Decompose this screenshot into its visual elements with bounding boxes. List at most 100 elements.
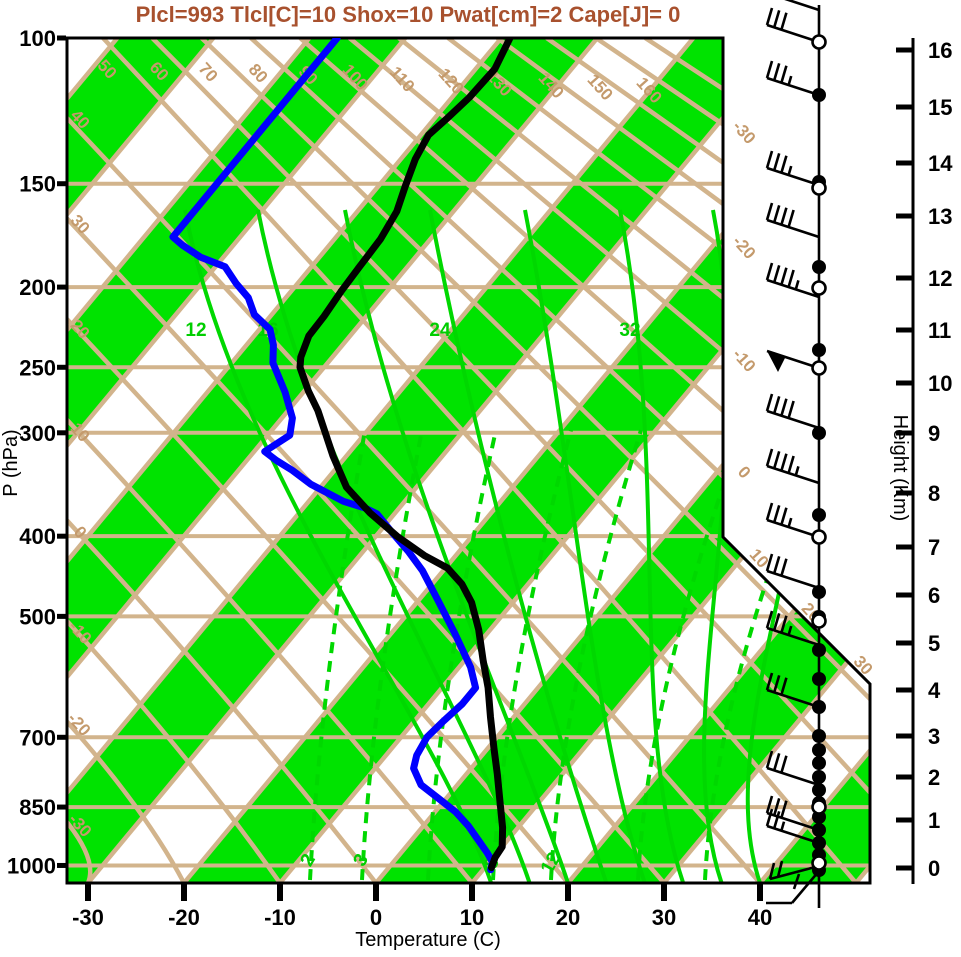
isotherm-line	[566, 38, 870, 883]
level-dot-marker	[812, 729, 826, 743]
level-open-circle-marker	[811, 34, 827, 50]
height-axis-tick-label: 11	[928, 318, 951, 343]
pressure-axis-tick-label: 850	[19, 795, 56, 820]
wind-barb-tick	[787, 400, 795, 419]
green-band	[568, 38, 870, 883]
wind-barb-tick	[787, 269, 795, 288]
level-dot-marker	[812, 672, 826, 686]
x-axis-tick-label: 30	[652, 905, 676, 930]
level-dot-marker	[812, 643, 826, 657]
dry-adiabat-line	[397, 38, 870, 883]
wind-barb-tick	[780, 65, 788, 84]
wind-barb-shaft	[784, 0, 820, 12]
isotherm-line	[67, 38, 504, 883]
wind-barb-tick	[780, 453, 788, 472]
surface-wind-barb-segment	[792, 873, 801, 890]
wind-barb-shaft	[766, 278, 820, 299]
dry-adiabat-line	[200, 38, 870, 883]
moist-adiabat-line	[523, 209, 647, 883]
wind-barb-tick	[780, 398, 788, 417]
dry-adiabat-line	[67, 418, 474, 883]
wind-barb-tick	[765, 750, 774, 769]
wind-barb-shaft	[766, 811, 820, 832]
isotherm-line	[662, 38, 870, 883]
wind-barb-tick	[772, 62, 781, 81]
wind-barb-tick	[780, 558, 788, 577]
plot-border	[65, 36, 872, 885]
height-axis-tick-label: 4	[928, 678, 941, 703]
height-axis-tick-label: 12	[928, 266, 952, 291]
moist-adiabat-line	[428, 209, 609, 883]
wind-barb-tick	[765, 150, 774, 169]
height-axis-tick-label: 14	[928, 151, 953, 176]
wind-barb-tick	[765, 448, 774, 467]
wind-barb-shaft	[766, 824, 820, 845]
green-band	[67, 38, 790, 883]
isotherm-label: 30	[850, 652, 877, 679]
pressure-axis-tick-label: 300	[19, 421, 56, 446]
moist-adiabat-line	[618, 209, 686, 883]
wind-barb-tick	[772, 752, 781, 771]
pressure-axis-tick-label: 1000	[7, 853, 56, 878]
height-axis-tick-label: 6	[928, 583, 940, 608]
height-axis-tick-label: 5	[928, 631, 940, 656]
dry-adiabat-line	[67, 720, 186, 883]
surface-wind-barb-segment	[791, 870, 820, 904]
level-open-circle-marker	[811, 180, 827, 196]
mixing-ratio-line	[360, 429, 424, 881]
wind-barb-short-tick	[780, 821, 786, 832]
plot-border-outline	[65, 36, 872, 885]
wind-barb-tick	[772, 9, 781, 28]
wind-barb-shaft	[766, 218, 820, 239]
level-dot-marker	[812, 260, 826, 274]
wind-barb-tick	[772, 555, 781, 574]
wind-barb-tick	[765, 502, 774, 521]
temperature-profile-line	[296, 38, 514, 872]
dewpoint-profile-line	[169, 38, 496, 874]
wind-barb-tick	[780, 677, 788, 696]
wind-barb-tick	[772, 264, 781, 283]
pressure-axis-tick-label: 400	[19, 524, 56, 549]
wind-barb-tick	[765, 795, 774, 814]
wind-barb-tick	[787, 455, 795, 474]
isotherm-line	[67, 38, 600, 883]
dry-adiabat-line	[67, 518, 378, 883]
height-axis-tick-label: 13	[928, 204, 952, 229]
wind-barb-tick	[765, 553, 774, 572]
level-open-circle-marker	[811, 855, 827, 871]
temperature-axis-label: Temperature (C)	[355, 929, 501, 951]
level-dot-marker	[812, 783, 826, 797]
pressure-axis-tick-label: 200	[19, 275, 56, 300]
level-dot-marker	[812, 700, 826, 714]
pressure-axis-tick-label: 250	[19, 355, 56, 380]
wind-barb-tick	[765, 262, 774, 281]
height-axis-tick-label: 2	[928, 765, 940, 790]
level-dot-marker	[812, 88, 826, 102]
wind-barb-shaft	[766, 688, 820, 709]
x-axis-tick-label: 20	[556, 905, 580, 930]
wind-barb-tick	[772, 797, 781, 816]
pressure-axis-tick-label: 100	[19, 26, 56, 51]
height-axis-tick-label: 9	[928, 421, 940, 446]
moist-adiabat-label: 12	[185, 320, 206, 341]
wind-barb-tick	[772, 450, 781, 469]
wind-barb-flag	[767, 351, 786, 372]
wind-barb-tick	[780, 12, 788, 31]
level-open-circle-marker	[811, 360, 827, 376]
wind-barb-tick	[780, 755, 788, 774]
level-dot-marker	[812, 756, 826, 770]
height-axis-tick-label: 16	[928, 38, 952, 63]
wind-barb-tick	[780, 267, 788, 286]
surface-wind-barb-segment	[776, 860, 784, 878]
height-axis-tick-label: 10	[928, 371, 952, 396]
mixing-ratio-line	[703, 429, 825, 881]
wind-barb-tick	[765, 808, 774, 827]
level-dot-marker	[812, 770, 826, 784]
dry-adiabat-line	[249, 38, 870, 883]
wind-barb-shaft	[766, 518, 820, 539]
height-axis-label: Height (Km)	[889, 415, 911, 522]
profile-lines	[169, 38, 514, 874]
dry-adiabat-label: 30	[67, 211, 94, 238]
